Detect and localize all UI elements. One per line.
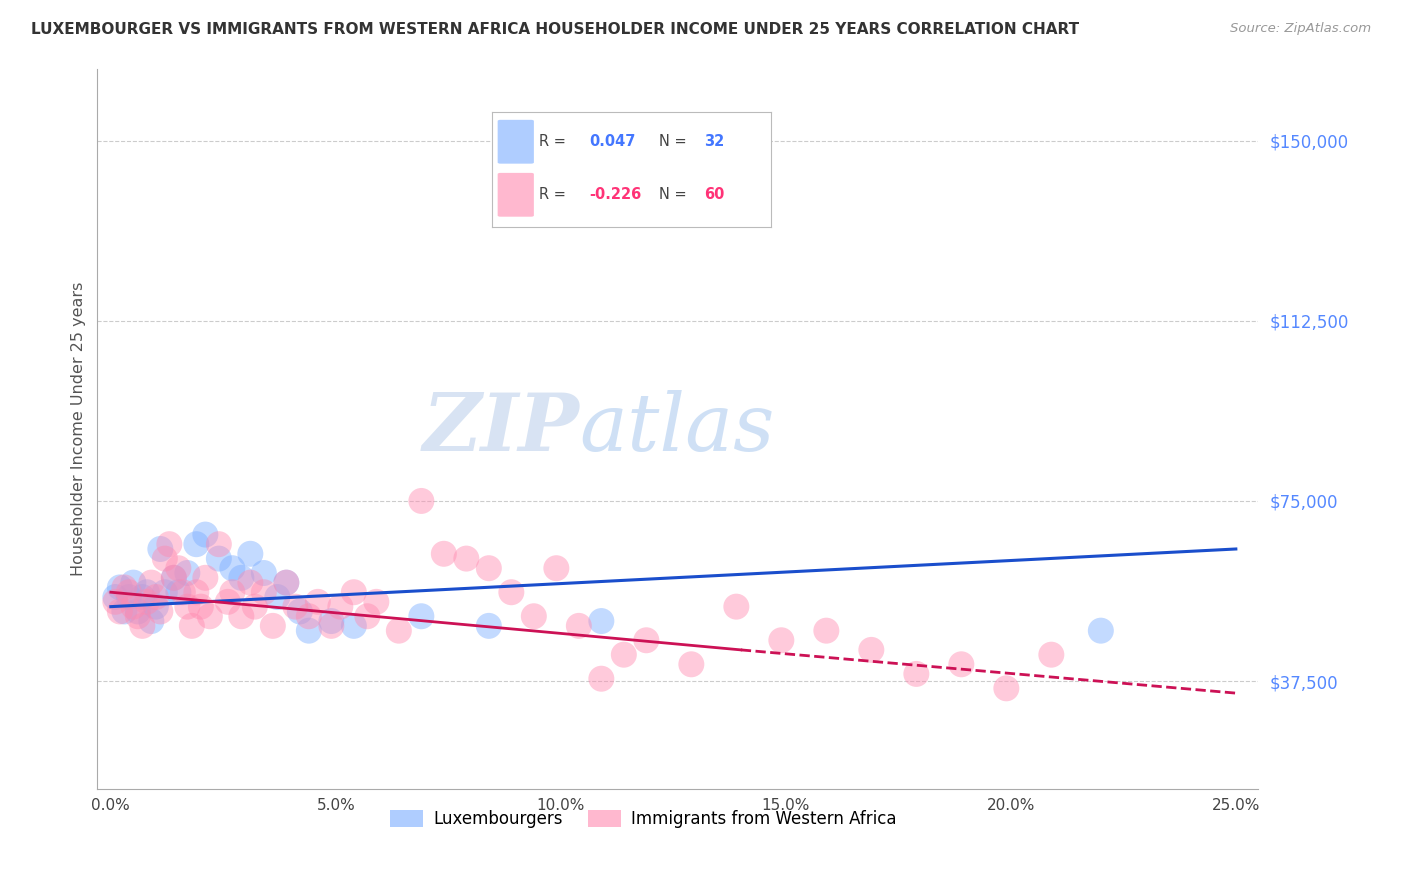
Point [122,599,145,614]
Point [356,609,378,624]
Text: atlas: atlas [579,390,775,467]
Point [329,599,352,614]
Point [149,541,172,556]
Point [307,595,329,609]
Point [501,585,523,599]
Point [112,604,135,618]
Point [546,561,568,575]
Point [221,561,243,575]
Point [104,590,127,604]
Point [190,599,212,614]
Point [478,619,501,633]
Point [186,585,208,599]
Point [815,624,838,638]
Point [343,585,366,599]
Point [276,575,298,590]
Point [411,609,433,624]
Point [613,648,636,662]
Point [153,551,176,566]
Point [321,614,343,628]
Point [321,619,343,633]
Point [118,585,141,599]
Point [725,599,748,614]
Point [411,494,433,508]
Point [388,624,411,638]
Point [198,609,221,624]
Point [456,551,478,566]
Point [253,585,276,599]
Point [239,547,262,561]
Point [194,571,217,585]
Point [208,551,231,566]
Point [298,609,321,624]
Point [284,599,307,614]
Legend: Luxembourgers, Immigrants from Western Africa: Luxembourgers, Immigrants from Western A… [382,804,903,835]
Text: Source: ZipAtlas.com: Source: ZipAtlas.com [1230,22,1371,36]
Point [118,590,141,604]
Point [217,595,239,609]
Point [681,657,703,672]
Text: LUXEMBOURGER VS IMMIGRANTS FROM WESTERN AFRICA HOUSEHOLDER INCOME UNDER 25 YEARS: LUXEMBOURGER VS IMMIGRANTS FROM WESTERN … [31,22,1078,37]
Point [122,575,145,590]
Point [298,624,321,638]
Point [860,643,883,657]
Point [343,619,366,633]
Point [231,571,253,585]
Point [153,585,176,599]
Point [167,561,190,575]
Point [266,590,288,604]
Point [568,619,591,633]
Point [478,561,501,575]
Point [194,527,217,541]
Y-axis label: Householder Income Under 25 years: Householder Income Under 25 years [72,282,86,576]
Point [135,595,157,609]
Point [433,547,456,561]
Point [523,609,546,624]
Point [108,581,131,595]
Point [243,599,266,614]
Point [366,595,388,609]
Text: ZIP: ZIP [422,390,579,467]
Point [221,585,243,599]
Point [135,585,157,599]
Point [180,619,202,633]
Point [1090,624,1112,638]
Point [167,585,190,599]
Point [950,657,973,672]
Point [141,575,163,590]
Point [770,633,793,648]
Point [276,575,298,590]
Point [176,566,198,580]
Point [262,619,284,633]
Point [253,566,276,580]
Point [208,537,231,551]
Point [591,672,613,686]
Point [104,595,127,609]
Point [288,604,311,618]
Point [127,609,149,624]
Point [1040,648,1063,662]
Point [163,571,186,585]
Point [172,585,194,599]
Point [591,614,613,628]
Point [176,599,198,614]
Point [141,614,163,628]
Point [131,619,153,633]
Point [145,599,167,614]
Point [186,537,208,551]
Point [231,609,253,624]
Point [149,604,172,618]
Point [108,604,131,618]
Point [157,537,180,551]
Point [145,590,167,604]
Point [905,667,928,681]
Point [163,571,186,585]
Point [127,604,149,618]
Point [636,633,658,648]
Point [131,590,153,604]
Point [995,681,1018,696]
Point [112,581,135,595]
Point [239,575,262,590]
